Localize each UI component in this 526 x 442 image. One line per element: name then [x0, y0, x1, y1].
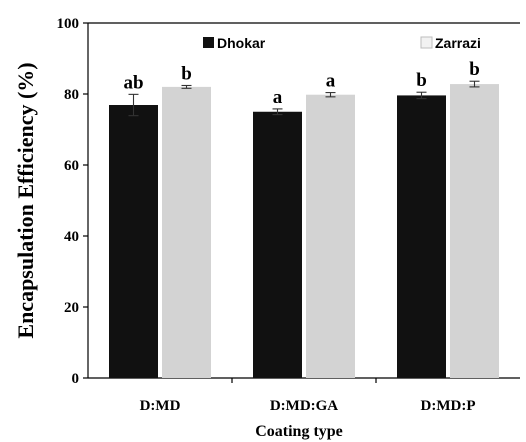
bar-zarrazi-0 — [162, 86, 211, 379]
significance-letter: a — [326, 71, 336, 92]
significance-letter: b — [416, 70, 427, 91]
bar-zarrazi-2 — [450, 84, 499, 378]
x-axis-title: Coating type — [255, 423, 343, 440]
legend-label-dhokar: Dhokar — [217, 35, 266, 51]
significance-letter: ab — [123, 72, 143, 93]
y-tick-label: 0 — [72, 371, 80, 387]
legend-label-zarrazi: Zarrazi — [435, 35, 481, 51]
y-tick-label: 20 — [64, 300, 79, 316]
y-tick-label: 80 — [64, 87, 79, 103]
legend-swatch-zarrazi — [420, 36, 433, 49]
bar-zarrazi-1 — [306, 94, 355, 379]
legend-swatch-dhokar — [203, 37, 214, 48]
legend: Dhokar Zarrazi — [203, 35, 481, 51]
significance-letter: b — [469, 59, 480, 80]
bar-dhokar-1 — [253, 111, 302, 378]
bar-dhokar-0 — [109, 105, 158, 378]
y-tick-label: 40 — [64, 229, 79, 245]
x-tick-label: D:MD:GA — [270, 398, 338, 414]
y-axis-title: Encapsulation Efficiency (%) — [13, 62, 38, 338]
x-tick-label: D:MD:P — [421, 398, 476, 414]
y-tick-label: 100 — [57, 16, 80, 32]
y-tick-label: 60 — [64, 158, 79, 174]
significance-letter: a — [273, 87, 283, 108]
plot-area: 0 20 40 60 80 100 ab b D:MD a a D:MD:GA b b D:MD:P — [57, 16, 520, 414]
bar-dhokar-2 — [397, 95, 446, 379]
x-tick-label: D:MD — [140, 398, 181, 414]
significance-letter: b — [181, 63, 192, 84]
